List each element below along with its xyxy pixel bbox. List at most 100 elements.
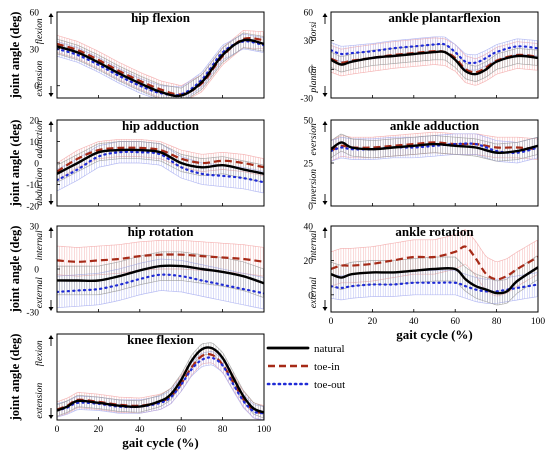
sd-upper-edge (57, 138, 264, 164)
down-arrow-head (48, 415, 54, 419)
panel-title: ankle rotation (395, 224, 474, 239)
down-arrow-head (322, 201, 328, 205)
y-axis-label: joint angle (deg) (8, 12, 22, 100)
y-tick-label: 20 (30, 117, 40, 127)
direction-label-negative: external (309, 277, 319, 308)
y-tick-label: 60 (304, 9, 314, 19)
y-tick-label: -20 (26, 203, 39, 213)
direction-label-negative: inversion (309, 169, 319, 205)
panel-hip-rotation: 30 0 -30 hip rotation internal external (26, 223, 265, 319)
sd-lower-edge (57, 280, 264, 298)
y-tick-label: 10 (30, 138, 40, 148)
series-line-natural (57, 148, 264, 175)
plot-area (331, 131, 538, 164)
sd-upper-edge (331, 229, 538, 263)
series-line-toe-out (331, 42, 538, 65)
series-line-natural (57, 264, 264, 285)
direction-label-negative: extension (35, 60, 45, 96)
direction-label-negative: extension (35, 382, 45, 418)
down-arrow-head (48, 201, 54, 205)
y-tick-label: 25 (304, 160, 314, 170)
sd-upper-edge (57, 33, 264, 88)
y-tick-label: -10 (26, 181, 39, 191)
panel-title: ankle plantarflexion (388, 10, 501, 25)
down-arrow-head (48, 93, 54, 97)
up-arrow-head (322, 13, 328, 17)
x-tick-label: 0 (55, 425, 60, 435)
direction-label-negative: abduction (35, 167, 45, 205)
sd-upper-edge (57, 251, 264, 270)
x-tick-label: 80 (218, 425, 228, 435)
axes-frame (330, 225, 539, 313)
plot-area (57, 239, 264, 310)
legend-label-toe-in: toe-in (314, 361, 340, 373)
sd-lower-edge (57, 362, 262, 420)
series-line-toe-out (57, 150, 264, 184)
up-arrow-head (322, 121, 328, 125)
sd-upper-edge (331, 44, 538, 67)
sd-upper-edge (331, 133, 538, 143)
plot-area (331, 229, 538, 306)
sd-upper-edge (57, 258, 264, 278)
sd-lower-edge (57, 47, 264, 98)
direction-label-negative: plantar (309, 64, 319, 93)
y-tick-label: 30 (304, 37, 314, 47)
sd-band-natural (57, 141, 264, 183)
panel-title: hip adduction (122, 118, 200, 133)
x-axis-label: gait cycle (%) (122, 435, 199, 450)
down-arrow-head (48, 307, 54, 311)
legend: natural toe-in toe-out (266, 343, 345, 391)
panel-hip-flexion: 60 30 0 hip flexion flexion extension joint an… (8, 9, 265, 100)
sd-upper-edge (57, 239, 264, 248)
sd-lower-edge (57, 364, 264, 420)
y-tick-label: 0 (34, 266, 39, 276)
series-line-toe-in (57, 253, 264, 263)
sd-band-toe-out (331, 36, 538, 71)
series-line-toe-out (57, 356, 264, 415)
series-line-toe-out (57, 40, 264, 97)
direction-label-positive: flexion (34, 18, 45, 44)
y-tick-label: 50 (304, 117, 314, 127)
series-line-natural (331, 141, 538, 155)
x-axis-label: gait cycle (%) (396, 327, 473, 342)
series-line-natural (331, 50, 538, 76)
axes-frame (56, 333, 265, 421)
legend-label-toe-out: toe-out (314, 379, 345, 391)
sd-lower-edge (57, 162, 264, 194)
direction-label-positive: adduction (35, 120, 45, 158)
axes-frame (56, 11, 265, 99)
direction-label-negative: external (35, 277, 45, 308)
sd-lower-edge (331, 150, 538, 162)
x-tick-label: 40 (135, 425, 145, 435)
x-tick-label: 0 (329, 317, 334, 327)
series-line-toe-in (331, 245, 538, 281)
panel-ankle-plantarflexion: 60 30 0 -30 ankle plantarflexion dorsi plantar (300, 9, 539, 105)
plot-area (57, 30, 264, 98)
y-tick-label: 0 (34, 82, 39, 92)
direction-label-positive: dorsi (309, 21, 319, 41)
sd-upper-edge (331, 133, 538, 145)
sd-lower-edge (331, 59, 538, 82)
panel-ankle-adduction: 50 25 0 ankle adduction eversion inversion (304, 117, 539, 213)
sd-lower-edge (331, 64, 538, 86)
sd-upper-edge (57, 342, 264, 407)
sd-band-toe-in (331, 229, 538, 297)
direction-label-positive: internal (35, 230, 45, 260)
panel-title: ankle adduction (390, 118, 480, 133)
y-tick-label: 0 (34, 160, 39, 170)
sd-lower-edge (331, 263, 538, 297)
series-line-toe-in (331, 50, 538, 74)
sd-upper-edge (331, 37, 538, 59)
plot-area (331, 36, 538, 86)
y-axis-label: joint angle (deg) (8, 226, 22, 314)
down-arrow-head (322, 307, 328, 311)
x-tick-label: 60 (450, 317, 460, 327)
series-line-toe-in (57, 146, 264, 173)
legend-label-natural: natural (314, 343, 345, 355)
up-arrow-head (48, 227, 54, 231)
series-line-toe-out (331, 142, 538, 154)
y-tick-label: -30 (300, 95, 313, 105)
sd-upper-edge (57, 32, 264, 89)
direction-label-positive: flexion (34, 340, 45, 366)
